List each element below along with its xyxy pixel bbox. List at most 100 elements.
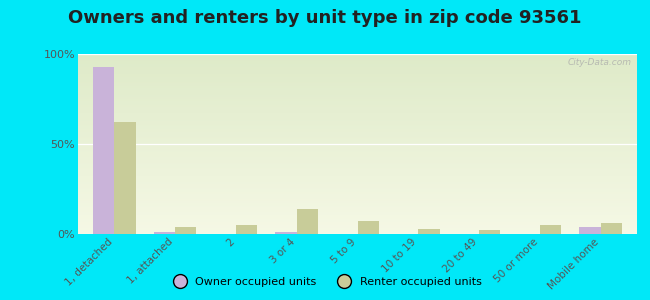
Bar: [78, 215, 637, 216]
Bar: [78, 209, 637, 210]
Bar: [78, 161, 637, 162]
Bar: [78, 202, 637, 203]
Bar: [78, 114, 637, 115]
Bar: [78, 162, 637, 163]
Bar: [78, 100, 637, 101]
Bar: [78, 174, 637, 175]
Bar: [78, 191, 637, 192]
Bar: [78, 189, 637, 190]
Bar: [78, 231, 637, 232]
Bar: [78, 146, 637, 147]
Bar: [78, 227, 637, 228]
Bar: [78, 148, 637, 149]
Bar: [78, 80, 637, 81]
Bar: [78, 67, 637, 68]
Bar: [78, 176, 637, 177]
Bar: [78, 173, 637, 174]
Bar: [78, 126, 637, 127]
Bar: [78, 109, 637, 110]
Bar: [78, 103, 637, 104]
Bar: [78, 69, 637, 70]
Bar: [78, 107, 637, 108]
Bar: [78, 199, 637, 200]
Bar: [78, 84, 637, 85]
Bar: [78, 94, 637, 95]
Bar: [540, 225, 561, 234]
Bar: [78, 194, 637, 195]
Bar: [78, 220, 637, 221]
Bar: [78, 147, 637, 148]
Bar: [78, 128, 637, 129]
Bar: [78, 78, 637, 79]
Bar: [78, 102, 637, 103]
Bar: [78, 86, 637, 87]
Bar: [78, 212, 637, 213]
Bar: [78, 91, 637, 92]
Bar: [78, 62, 637, 63]
Bar: [78, 182, 637, 183]
Bar: [78, 183, 637, 184]
Bar: [418, 229, 439, 234]
Bar: [78, 188, 637, 189]
Bar: [78, 221, 637, 222]
Bar: [78, 175, 637, 176]
Bar: [78, 181, 637, 182]
Bar: [78, 211, 637, 212]
Bar: [78, 55, 637, 56]
Bar: [176, 227, 196, 234]
Bar: [78, 132, 637, 133]
Bar: [78, 171, 637, 172]
Bar: [78, 217, 637, 218]
Bar: [78, 66, 637, 67]
Bar: [78, 228, 637, 229]
Bar: [78, 93, 637, 94]
Bar: [78, 112, 637, 113]
Bar: [78, 123, 637, 124]
Bar: [78, 208, 637, 209]
Bar: [78, 169, 637, 170]
Bar: [78, 233, 637, 234]
Bar: [78, 74, 637, 75]
Bar: [78, 121, 637, 122]
Bar: [78, 223, 637, 224]
Bar: [78, 151, 637, 152]
Bar: [78, 158, 637, 159]
Bar: [78, 90, 637, 91]
Bar: [78, 187, 637, 188]
Bar: [78, 200, 637, 201]
Bar: [78, 229, 637, 230]
Bar: [78, 61, 637, 62]
Bar: [78, 142, 637, 143]
Bar: [78, 196, 637, 197]
Bar: [78, 193, 637, 194]
Bar: [78, 104, 637, 105]
Bar: [78, 224, 637, 225]
Bar: [78, 192, 637, 193]
Text: Owners and renters by unit type in zip code 93561: Owners and renters by unit type in zip c…: [68, 9, 582, 27]
Bar: [78, 145, 637, 146]
Bar: [78, 186, 637, 187]
Bar: [78, 116, 637, 117]
Bar: [78, 149, 637, 150]
Bar: [78, 82, 637, 83]
Bar: [78, 160, 637, 161]
Bar: [78, 168, 637, 169]
Bar: [78, 157, 637, 158]
Bar: [78, 232, 637, 233]
Bar: [78, 79, 637, 80]
Bar: [78, 115, 637, 116]
Bar: [78, 118, 637, 119]
Bar: [601, 223, 622, 234]
Bar: [78, 165, 637, 166]
Bar: [78, 214, 637, 215]
Bar: [78, 138, 637, 139]
Bar: [78, 155, 637, 156]
Bar: [78, 113, 637, 114]
Bar: [78, 164, 637, 165]
Text: City-Data.com: City-Data.com: [567, 58, 631, 67]
Bar: [78, 184, 637, 185]
Bar: [78, 190, 637, 191]
Bar: [78, 230, 637, 231]
Bar: [78, 143, 637, 144]
Bar: [78, 56, 637, 57]
